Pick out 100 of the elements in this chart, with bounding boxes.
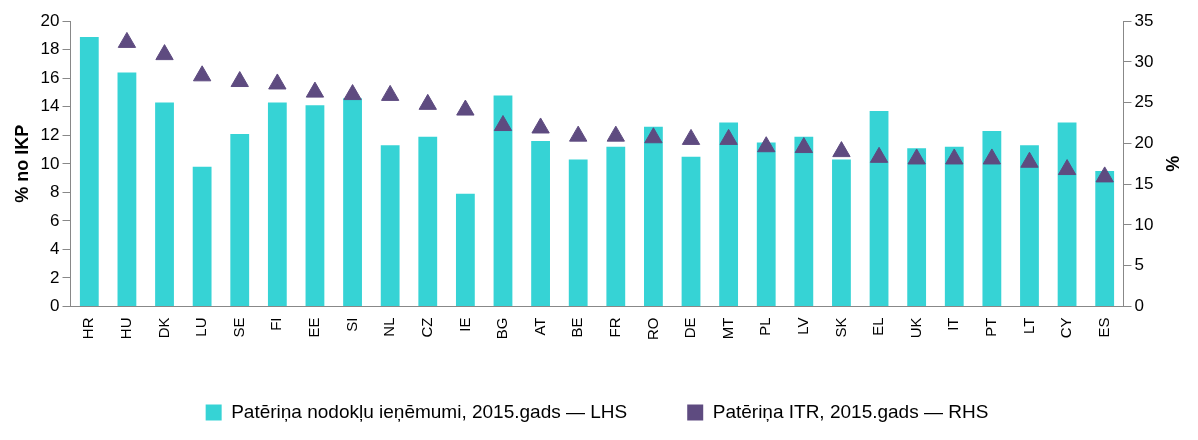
bar xyxy=(568,159,588,306)
bar xyxy=(907,148,927,306)
bar xyxy=(606,146,626,306)
point xyxy=(343,84,362,101)
bar xyxy=(343,98,362,306)
point xyxy=(268,73,287,90)
bar xyxy=(305,105,325,306)
x-tick-label: IT xyxy=(944,317,962,331)
y-tick-label: 16 xyxy=(40,67,60,87)
y-tick-label: 2 xyxy=(50,267,60,287)
bar xyxy=(1020,145,1039,306)
point xyxy=(531,117,550,134)
x-tick-label: HR xyxy=(79,317,97,340)
point xyxy=(1020,151,1039,168)
point xyxy=(493,115,513,132)
bar xyxy=(794,136,814,306)
y-axis-title: % no IKP xyxy=(11,124,32,203)
point xyxy=(381,84,400,101)
point xyxy=(418,93,437,110)
point xyxy=(832,141,851,158)
x-tick-label: LV xyxy=(793,317,811,335)
bar xyxy=(869,111,889,306)
y2-tick-label: 30 xyxy=(1134,51,1154,71)
x-tick-label: CZ xyxy=(417,317,435,338)
x-tick-label: LU xyxy=(192,317,210,337)
y-tick-label: 18 xyxy=(40,39,60,59)
y2-axis-title: % xyxy=(1162,155,1183,172)
y2-tick-label: 5 xyxy=(1134,255,1144,275)
point xyxy=(757,136,776,153)
point xyxy=(155,44,174,61)
y2-tick-label: 0 xyxy=(1134,296,1144,316)
x-tick-label: SE xyxy=(229,317,247,338)
bar xyxy=(230,133,250,306)
point xyxy=(869,146,889,163)
point xyxy=(456,99,475,116)
y2-tick-label: 15 xyxy=(1134,173,1154,193)
point xyxy=(982,148,1002,165)
bar xyxy=(1095,170,1115,306)
bar xyxy=(192,166,212,306)
x-tick-label: HU xyxy=(117,317,135,340)
bar xyxy=(267,102,287,306)
point xyxy=(569,125,588,142)
legend-label: Patēriņa nodokļu ieņēmumi, 2015.gads — LHS xyxy=(231,400,628,422)
point xyxy=(719,128,738,145)
y2-tick-label: 35 xyxy=(1134,10,1154,30)
bar xyxy=(531,141,550,306)
x-tick-label: BE xyxy=(568,317,586,338)
point xyxy=(606,125,625,142)
y-tick-label: 0 xyxy=(50,296,60,316)
point xyxy=(681,128,701,145)
y-tick-label: 4 xyxy=(50,239,60,259)
x-tick-label: NL xyxy=(380,317,398,337)
x-tick-label: CY xyxy=(1057,317,1075,339)
y-tick-label: 8 xyxy=(50,182,60,202)
x-tick-label: SK xyxy=(831,317,849,338)
point xyxy=(117,31,137,48)
point xyxy=(794,137,813,154)
bar xyxy=(832,159,851,306)
point xyxy=(907,148,926,165)
bar xyxy=(418,136,438,306)
x-tick-label: RO xyxy=(643,317,661,340)
point xyxy=(1095,166,1114,183)
x-tick-label: UK xyxy=(906,317,924,339)
bar xyxy=(644,126,663,306)
y-tick-label: 12 xyxy=(40,125,60,145)
bar xyxy=(1057,122,1077,306)
bar xyxy=(79,36,99,306)
y-tick-label: 14 xyxy=(40,96,60,116)
x-tick-label: DK xyxy=(154,317,172,339)
bar xyxy=(117,72,137,306)
bar xyxy=(380,145,400,306)
x-tick-label: PT xyxy=(982,317,1000,337)
y-tick-label: 10 xyxy=(40,153,60,173)
bar xyxy=(493,95,513,306)
bar xyxy=(944,146,964,306)
x-tick-label: AT xyxy=(530,317,548,336)
bar xyxy=(455,193,475,306)
x-tick-label: DE xyxy=(681,317,699,339)
y2-tick-label: 25 xyxy=(1134,92,1154,112)
point xyxy=(192,65,212,82)
x-tick-label: FI xyxy=(267,317,285,331)
x-tick-label: EL xyxy=(869,317,887,336)
bar xyxy=(719,122,739,306)
y2-tick-label: 10 xyxy=(1134,214,1154,234)
x-tick-label: IE xyxy=(455,317,473,332)
bar xyxy=(681,156,701,306)
bar xyxy=(982,131,1002,306)
x-tick-label: EE xyxy=(305,317,323,338)
bar xyxy=(155,102,174,306)
y2-tick-label: 20 xyxy=(1134,133,1154,153)
x-tick-label: PL xyxy=(756,317,774,336)
bar xyxy=(756,142,776,306)
x-tick-label: SI xyxy=(342,317,360,332)
point xyxy=(945,148,964,165)
point xyxy=(305,81,325,98)
x-tick-label: BG xyxy=(493,317,511,340)
y-tick-label: 20 xyxy=(40,10,60,30)
x-tick-label: LT xyxy=(1019,317,1037,334)
legend-label: Patēriņa ITR, 2015.gads — RHS xyxy=(712,400,989,422)
x-tick-label: FR xyxy=(605,317,623,338)
